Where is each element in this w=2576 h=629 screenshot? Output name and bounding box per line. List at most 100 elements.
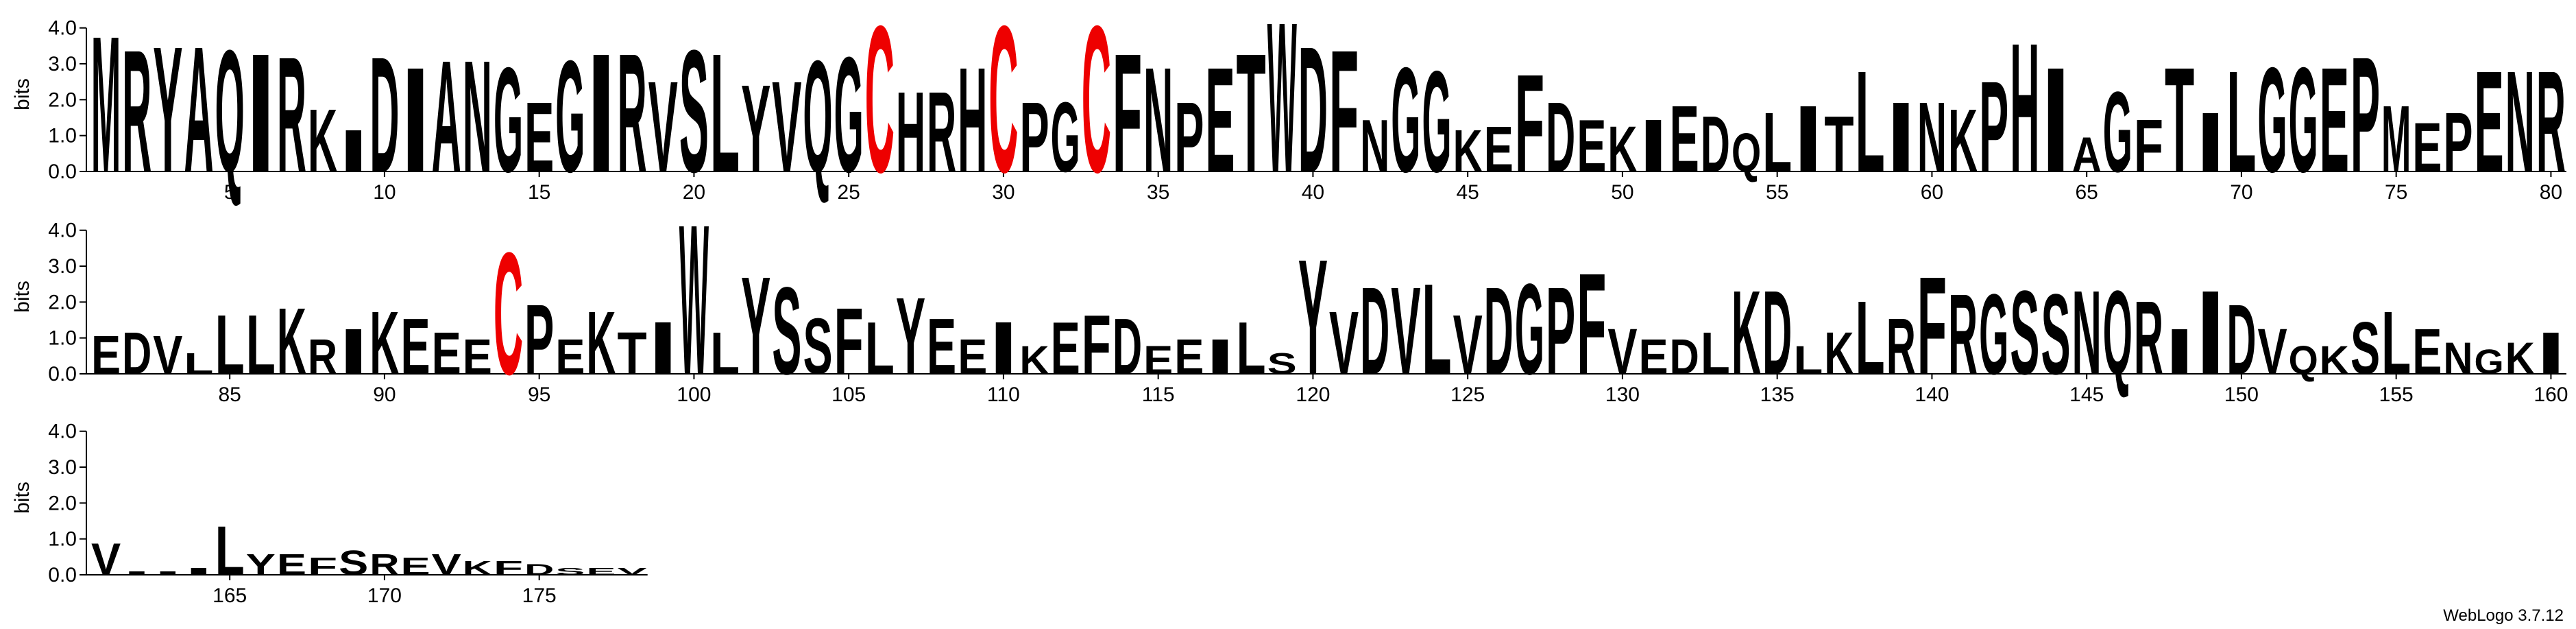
logo-letter: Y [1298,225,1328,409]
logo-letter: D [1701,99,1730,189]
logo-letter: R [369,549,399,582]
logo-letter: I [122,570,151,576]
logo-letter: E [1577,104,1606,188]
logo-letter: S [679,14,709,209]
logo-letter: V [772,55,801,200]
y-tick-label: 0.0 [48,363,77,385]
logo-letter: K [1453,118,1483,185]
y-tick-label: 4.0 [48,17,77,40]
logo-letter: I [2165,316,2194,388]
logo-letter: E [401,302,430,391]
y-axis-label: bits [11,482,34,514]
x-tick-label: 85 [218,383,241,406]
logo-letter: P [1546,261,1575,401]
logo-letter: P [524,283,554,395]
x-tick-label: 25 [837,181,860,204]
logo-letter: F [1082,298,1111,392]
x-tick-label: 15 [528,181,550,204]
logo-letter: W [679,180,709,420]
y-tick-label: 3.0 [48,255,77,278]
x-tick-label: 80 [2540,181,2562,204]
logo-letter: L [184,348,213,381]
x-tick-label: 35 [1147,181,1169,204]
logo-letter: I [586,19,616,208]
x-tick-label: 10 [373,181,396,204]
logo-letter: I [2041,37,2070,204]
logo-letter: K [1607,113,1637,186]
logo-letter: Q [1731,122,1761,183]
logo-letter: E [2320,37,2349,204]
logo-letter: E [586,567,617,578]
logo-letter: I [1793,86,1823,192]
logo-letter: I [2536,320,2566,387]
y-axis-label: bits [11,281,34,313]
y-tick-label: 1.0 [48,125,77,147]
logo-letter: F [1917,248,1947,404]
x-tick-label: 40 [1302,181,1324,204]
logo-letter: I [2196,95,2225,190]
x-tick-label: 115 [1142,383,1175,406]
y-tick-label: 4.0 [48,420,77,443]
logo-letter: M [2381,86,2411,192]
logo-letter: V [618,567,648,578]
logo-letter: V [153,324,182,385]
logo-letter: I [1639,104,1668,188]
logo-letter: P [2350,23,2380,206]
logo-letter: F [1113,19,1142,208]
logo-letter: G [1051,81,1080,193]
logo-letter: M [91,0,121,213]
logo-letter: K [2320,338,2349,383]
logo-letter: E [1205,37,1235,204]
logo-letter: Q [215,14,245,209]
y-axis-label: bits [11,78,34,110]
logo-letter: Q [803,27,832,206]
logo-letter: R [618,19,647,208]
x-tick-label: 160 [2534,383,2568,406]
logo-letter: R [308,329,337,385]
logo-letter: S [2350,307,2380,390]
logo-letter: V [648,55,678,200]
logo-letter: L [1237,307,1266,390]
logo-letter: S [772,261,801,401]
logo-letter: F [1577,243,1606,405]
x-tick-label: 45 [1456,181,1479,204]
logo-letter: I [184,567,213,578]
logo-letter: E [927,302,956,391]
logo-letter: D [1546,81,1575,193]
logo-letter: E [1639,329,1668,385]
x-tick-label: 90 [373,383,396,406]
logo-letter: L [2381,293,2411,393]
logo-letter: K [586,293,616,393]
logo-letter: V [1329,293,1359,393]
logo-letter: G [494,37,523,204]
y-tick-label: 2.0 [48,492,77,514]
logo-letter: I [1205,329,1235,385]
logo-letter: L [710,320,740,387]
logo-letter: R [2134,280,2163,396]
logo-letter: E [2412,316,2442,388]
x-tick-label: 130 [1605,383,1640,406]
logo-letter: D [1670,329,1699,385]
x-tick-label: 165 [212,584,247,607]
y-tick-label: 3.0 [48,53,77,75]
logo-letter: L [1762,95,1792,190]
logo-letter: L [1701,320,1730,387]
logo-letter: N [463,27,492,206]
logo-letter: T [1237,19,1266,208]
logo-letter: I [339,118,368,185]
x-tick-label: 120 [1296,383,1330,406]
logo-letter: R [927,69,956,196]
logo-letter: I [1886,81,1916,193]
logo-letter: V [2258,316,2287,388]
logo-letter: F [1515,46,1544,202]
logo-letter: E [1174,329,1204,385]
logo-letter: N [2443,333,2472,383]
logo-letter: G [1515,257,1544,402]
logo-letter: K [1948,91,1978,191]
logo-letter: R [1948,271,1978,399]
x-tick-label: 95 [528,383,550,406]
logo-letter: L [710,19,740,208]
x-tick-label: 5 [224,181,236,204]
x-tick-label: 135 [1760,383,1795,406]
x-tick-label: 50 [1611,181,1633,204]
